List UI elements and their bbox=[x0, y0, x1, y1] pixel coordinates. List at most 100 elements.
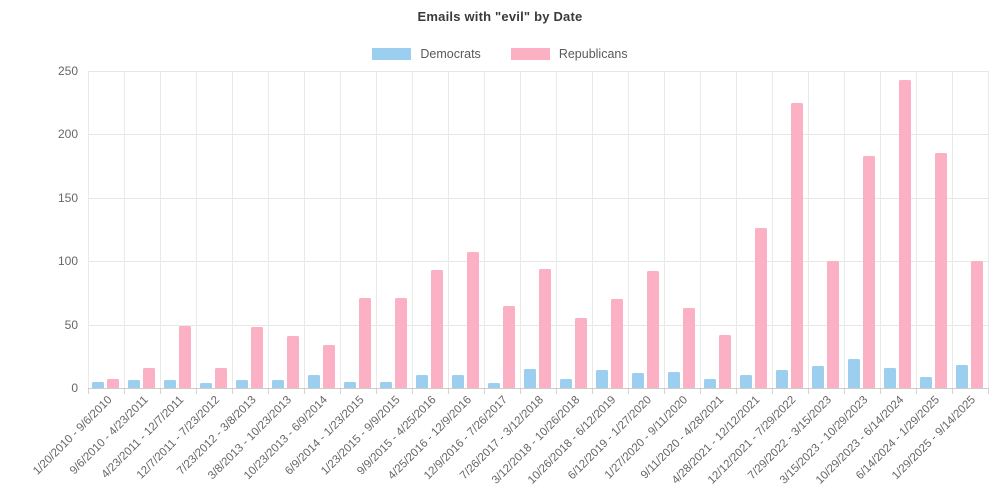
x-gridline bbox=[520, 71, 521, 388]
x-gridline bbox=[916, 71, 917, 388]
bar-republicans-22[interactable] bbox=[863, 155, 875, 388]
y-tick-label: 200 bbox=[57, 127, 78, 142]
bar-republicans-20[interactable] bbox=[791, 102, 803, 388]
bar-republicans-13[interactable] bbox=[539, 268, 551, 388]
y-tick-label: 0 bbox=[71, 381, 78, 395]
bar-democrats-1[interactable] bbox=[92, 381, 104, 388]
x-tick-mark bbox=[88, 388, 89, 394]
x-tick-mark bbox=[628, 388, 629, 394]
legend-swatch-democrats bbox=[372, 48, 412, 60]
x-axis-line bbox=[88, 388, 988, 389]
legend-item-democrats[interactable]: Democrats bbox=[372, 47, 481, 61]
bar-republicans-24[interactable] bbox=[935, 153, 947, 388]
bar-republicans-6[interactable] bbox=[287, 336, 299, 388]
x-tick-mark bbox=[988, 388, 989, 394]
chart-title: Emails with "evil" by Date bbox=[417, 9, 583, 24]
y-gridline bbox=[88, 261, 988, 263]
x-tick-mark bbox=[160, 388, 161, 394]
bar-republicans-19[interactable] bbox=[755, 228, 767, 388]
bar-republicans-10[interactable] bbox=[431, 270, 443, 388]
x-gridline bbox=[268, 71, 269, 388]
bar-republicans-14[interactable] bbox=[575, 318, 587, 388]
bar-democrats-15[interactable] bbox=[596, 370, 608, 388]
x-gridline bbox=[736, 71, 737, 388]
x-gridline bbox=[304, 71, 305, 388]
legend-label-democrats: Democrats bbox=[420, 47, 481, 61]
bar-democrats-19[interactable] bbox=[740, 375, 752, 388]
bar-democrats-24[interactable] bbox=[920, 376, 932, 388]
bar-democrats-20[interactable] bbox=[776, 370, 788, 388]
bar-democrats-16[interactable] bbox=[632, 372, 644, 388]
bar-republicans-11[interactable] bbox=[467, 252, 479, 388]
bar-republicans-21[interactable] bbox=[827, 261, 839, 388]
x-tick-mark bbox=[772, 388, 773, 394]
x-gridline bbox=[196, 71, 197, 388]
y-tick-label: 50 bbox=[64, 317, 78, 332]
bar-republicans-16[interactable] bbox=[647, 271, 659, 388]
y-tick-label: 100 bbox=[57, 254, 78, 269]
x-tick-mark bbox=[412, 388, 413, 394]
x-gridline bbox=[340, 71, 341, 388]
bar-republicans-18[interactable] bbox=[719, 334, 731, 388]
x-tick-mark bbox=[376, 388, 377, 394]
bar-democrats-12[interactable] bbox=[488, 382, 500, 388]
bar-democrats-9[interactable] bbox=[380, 381, 392, 388]
x-tick-mark bbox=[556, 388, 557, 394]
bar-democrats-4[interactable] bbox=[200, 382, 212, 388]
bar-republicans-17[interactable] bbox=[683, 308, 695, 388]
bar-democrats-22[interactable] bbox=[848, 358, 860, 388]
bar-democrats-14[interactable] bbox=[560, 379, 572, 388]
bar-democrats-3[interactable] bbox=[164, 380, 176, 388]
x-gridline bbox=[160, 71, 161, 388]
y-gridline bbox=[88, 71, 988, 72]
x-gridline bbox=[448, 71, 449, 388]
bar-democrats-2[interactable] bbox=[128, 380, 140, 388]
bar-democrats-21[interactable] bbox=[812, 366, 824, 388]
bar-republicans-12[interactable] bbox=[503, 305, 515, 388]
x-tick-mark bbox=[880, 388, 881, 394]
x-tick-mark bbox=[844, 388, 845, 394]
bar-democrats-11[interactable] bbox=[452, 375, 464, 388]
chart-legend: Democrats Republicans bbox=[0, 47, 1000, 61]
bar-democrats-18[interactable] bbox=[704, 379, 716, 388]
x-tick-mark bbox=[664, 388, 665, 394]
bar-republicans-1[interactable] bbox=[107, 379, 119, 388]
legend-item-republicans[interactable]: Republicans bbox=[510, 47, 628, 61]
x-gridline bbox=[952, 71, 953, 388]
bar-democrats-10[interactable] bbox=[416, 375, 428, 388]
bar-democrats-8[interactable] bbox=[344, 381, 356, 388]
bar-democrats-5[interactable] bbox=[236, 380, 248, 388]
x-gridline bbox=[232, 71, 233, 388]
bar-republicans-8[interactable] bbox=[359, 297, 371, 388]
bar-republicans-3[interactable] bbox=[179, 325, 191, 388]
x-gridline bbox=[700, 71, 701, 388]
legend-label-republicans: Republicans bbox=[558, 47, 628, 61]
x-tick-mark bbox=[700, 388, 701, 394]
bar-democrats-17[interactable] bbox=[668, 371, 680, 388]
bar-republicans-25[interactable] bbox=[971, 261, 983, 388]
x-tick-mark bbox=[448, 388, 449, 394]
x-gridline bbox=[628, 71, 629, 388]
x-gridline bbox=[88, 71, 89, 388]
bar-republicans-4[interactable] bbox=[215, 367, 227, 388]
bar-republicans-7[interactable] bbox=[323, 344, 335, 388]
bar-republicans-5[interactable] bbox=[251, 327, 263, 388]
x-tick-mark bbox=[952, 388, 953, 394]
bar-democrats-13[interactable] bbox=[524, 368, 536, 388]
y-tick-label: 150 bbox=[57, 190, 78, 205]
x-tick-mark bbox=[268, 388, 269, 394]
x-gridline bbox=[124, 71, 125, 388]
bar-republicans-23[interactable] bbox=[899, 79, 911, 388]
bar-democrats-25[interactable] bbox=[956, 365, 968, 388]
bar-democrats-23[interactable] bbox=[884, 367, 896, 388]
x-tick-mark bbox=[304, 388, 305, 394]
bar-republicans-9[interactable] bbox=[395, 297, 407, 388]
bar-democrats-7[interactable] bbox=[308, 375, 320, 388]
x-gridline bbox=[592, 71, 593, 388]
bar-democrats-6[interactable] bbox=[272, 380, 284, 388]
x-tick-mark bbox=[736, 388, 737, 394]
x-tick-mark bbox=[124, 388, 125, 394]
bar-republicans-15[interactable] bbox=[611, 299, 623, 388]
bar-republicans-2[interactable] bbox=[143, 367, 155, 388]
